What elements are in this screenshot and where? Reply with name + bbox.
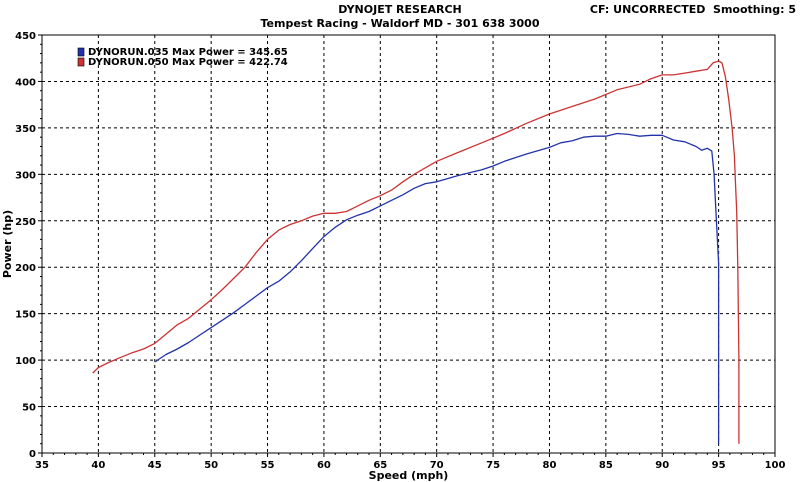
x-tick-label: 45 [148,460,162,471]
x-tick-label: 95 [712,460,726,471]
series-layer [92,60,740,444]
y-tick-label: 250 [15,217,36,228]
correction-info: CF: UNCORRECTED Smoothing: 5 [590,3,796,16]
y-tick-label: 400 [15,77,36,88]
x-tick-label: 90 [655,460,669,471]
series-line-1 [154,132,720,444]
y-tick-label: 150 [15,310,36,321]
x-tick-label: 40 [91,460,105,471]
x-tick-label: 80 [543,460,557,471]
cf-label: CF: UNCORRECTED [589,3,706,16]
series-line-2 [92,60,740,444]
x-tick-label: 100 [765,460,786,471]
y-tick-label: 300 [15,170,36,181]
x-tick-label: 75 [486,460,500,471]
y-tick-label: 450 [15,31,36,42]
y-tick-label: 350 [15,124,36,135]
legend-label-1: DYNORUN.035 Max Power = 345.65 [88,47,288,58]
x-tick-label: 55 [261,460,275,471]
legend: DYNORUN.035 Max Power = 345.65DYNORUN.05… [77,47,288,68]
legend-swatch-1 [77,47,85,57]
y-tick-label: 50 [22,403,36,414]
x-tick-label: 70 [430,460,444,471]
x-axis-label: Speed (mph) [369,469,449,482]
x-tick-label: 85 [599,460,613,471]
legend-label-2: DYNORUN.050 Max Power = 422.74 [88,57,288,68]
grid [42,35,775,453]
y-axis-label: Power (hp) [1,210,14,278]
smoothing-label: Smoothing: 5 [713,3,796,16]
chart-subtitle: Tempest Racing - Waldorf MD - 301 638 30… [260,17,540,30]
y-tick-label: 100 [15,356,36,367]
x-tick-label: 65 [373,460,387,471]
y-tick-label: 200 [15,263,36,274]
chart-title: DYNOJET RESEARCH [338,3,462,16]
x-tick-label: 50 [204,460,218,471]
legend-swatch-2 [77,57,85,67]
x-tick-label: 35 [35,460,49,471]
x-tick-label: 60 [317,460,331,471]
y-tick-label: 0 [29,449,36,460]
axis-layer: 35 40 45 50 55 60 65 70 75 80 85 90 95 100 0 50 100 150 20… [15,31,785,471]
plot-frame [41,34,776,454]
